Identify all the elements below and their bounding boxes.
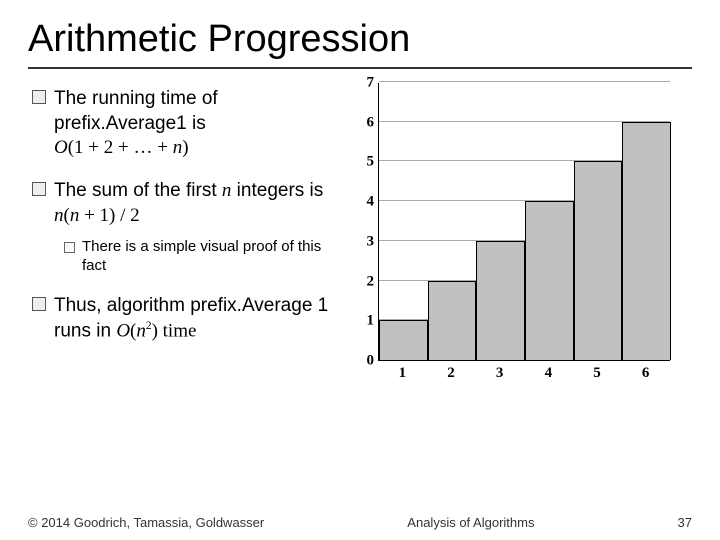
- chart-plot-area: [378, 83, 670, 361]
- bar-chart: 01234567123456: [350, 79, 690, 399]
- footer-copyright: © 2014 Goodrich, Tamassia, Goldwasser: [28, 515, 264, 530]
- chart-xtick: 1: [392, 365, 412, 382]
- expr1: (1 + 2 + … +: [68, 137, 173, 158]
- n4: n: [136, 320, 146, 341]
- bigO: O: [54, 137, 68, 158]
- chart-xtick: 2: [441, 365, 461, 382]
- text-column: The running time of prefix.Average1 is O…: [28, 77, 338, 399]
- chart-ytick: 4: [356, 194, 374, 211]
- chart-bar: [574, 161, 623, 360]
- rest: + 1) / 2: [79, 205, 139, 226]
- chart-xtick: 3: [490, 365, 510, 382]
- n3: n: [70, 205, 80, 226]
- chart-bar: [525, 201, 574, 360]
- chart-ytick: 2: [356, 273, 374, 290]
- chart-xtick: 6: [636, 365, 656, 382]
- chart-ytick: 3: [356, 233, 374, 250]
- bigO2: O: [116, 320, 130, 341]
- chart-gridline: [379, 81, 670, 82]
- footer: © 2014 Goodrich, Tamassia, Goldwasser An…: [0, 515, 720, 530]
- sub-list: There is a simple visual proof of this f…: [54, 238, 338, 276]
- slide-title: Arithmetic Progression: [28, 18, 692, 61]
- footer-page-number: 37: [678, 515, 692, 530]
- bullet-2: The sum of the first n integers is n(n +…: [32, 179, 338, 276]
- p2: ) time: [152, 320, 197, 341]
- bullet-3: Thus, algorithm prefix.Average 1 runs in…: [32, 294, 338, 344]
- chart-column: 0 1 2 3 4 5 6 7 1 2 3 4 5 6: [348, 77, 692, 399]
- bullet-list: The running time of prefix.Average1 is O…: [28, 87, 338, 344]
- slide: Arithmetic Progression The running time …: [0, 0, 720, 540]
- chart-ytick: 6: [356, 114, 374, 131]
- chart-ytick: 7: [356, 75, 374, 92]
- footer-center: Analysis of Algorithms: [264, 515, 677, 530]
- bullet-1-text: The running time of prefix.Average1 is: [54, 88, 218, 134]
- bullet-2-text-a: The sum of the first: [54, 180, 222, 201]
- slide-body: The running time of prefix.Average1 is O…: [28, 77, 692, 399]
- chart-xtick: 4: [538, 365, 558, 382]
- chart-xtick: 5: [587, 365, 607, 382]
- chart-bar: [622, 122, 671, 360]
- n1: n: [222, 180, 232, 201]
- chart-ytick: 0: [356, 353, 374, 370]
- chart-ytick: 5: [356, 154, 374, 171]
- title-rule: [28, 67, 692, 69]
- expr-n: n: [173, 137, 183, 158]
- bullet-2-text-c: integers is: [231, 180, 323, 201]
- n2: n: [54, 205, 64, 226]
- chart-ytick: 1: [356, 313, 374, 330]
- chart-bar: [379, 320, 428, 360]
- bullet-1: The running time of prefix.Average1 is O…: [32, 87, 338, 161]
- expr1b: ): [182, 137, 188, 158]
- sub-bullet-1: There is a simple visual proof of this f…: [64, 238, 338, 276]
- chart-bar: [428, 281, 477, 360]
- chart-bar: [476, 241, 525, 360]
